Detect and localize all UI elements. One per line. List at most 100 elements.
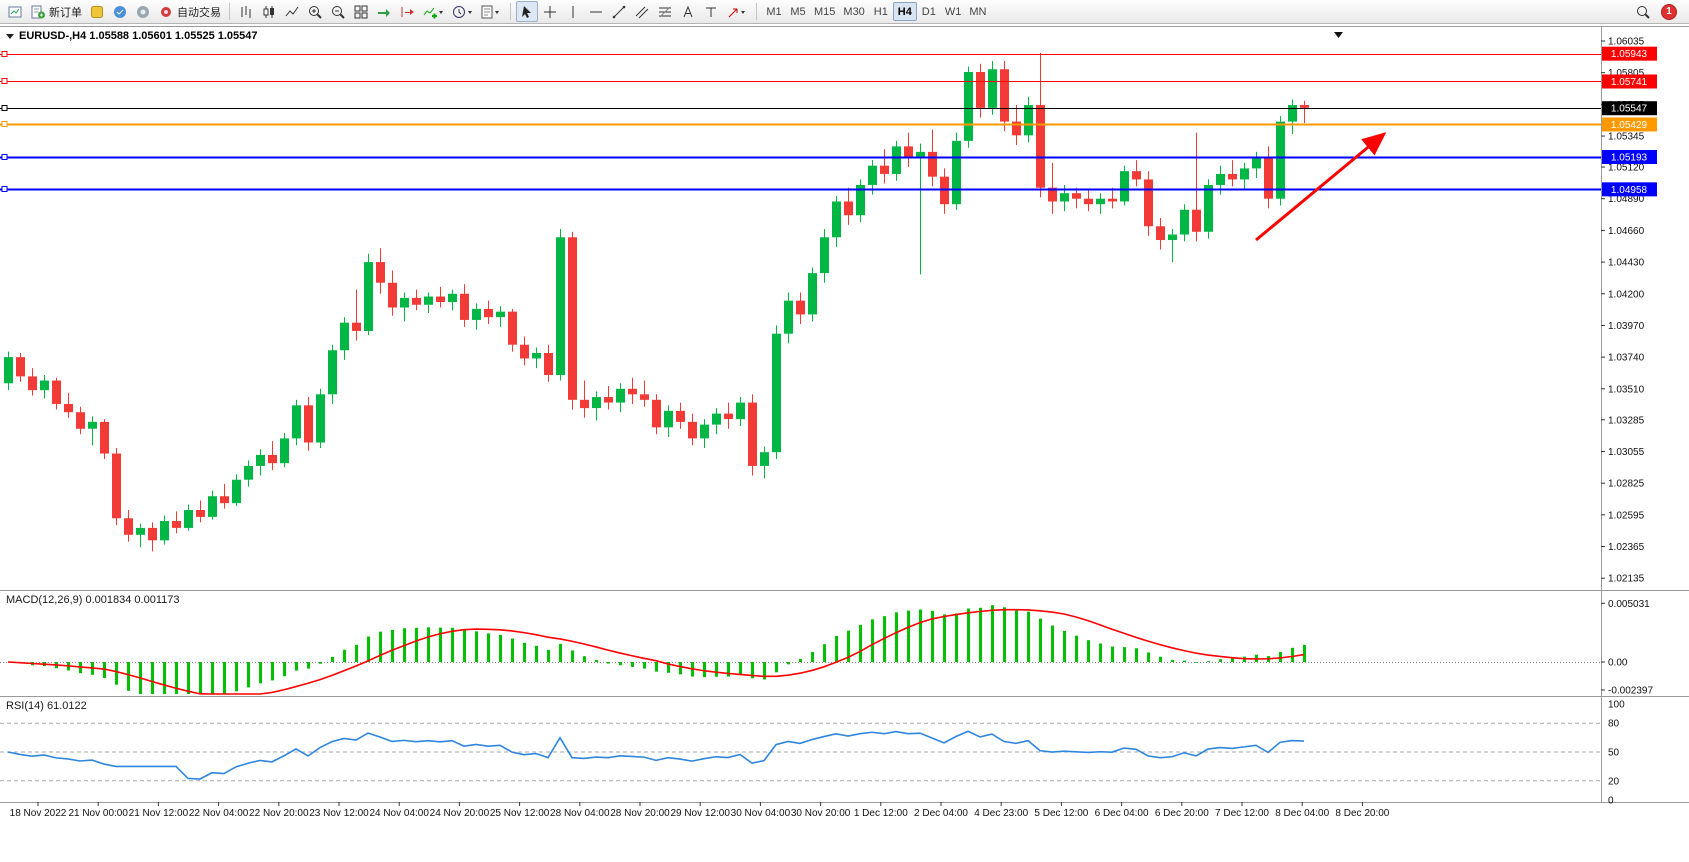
svg-text:8 Dec 20:00: 8 Dec 20:00 [1335, 808, 1389, 819]
templates-dropdown-button[interactable] [477, 1, 505, 22]
rsi-label: RSI(14) 61.0122 [6, 700, 87, 712]
svg-text:22 Nov 04:00: 22 Nov 04:00 [189, 808, 249, 819]
svg-text:8 Dec 04:00: 8 Dec 04:00 [1275, 808, 1329, 819]
svg-text:1.04890: 1.04890 [1608, 194, 1645, 205]
panel-borders[interactable] [0, 26, 1689, 803]
price-levels[interactable] [0, 51, 1601, 192]
text-tool-button[interactable] [677, 1, 699, 22]
indicators-dropdown-button[interactable] [419, 1, 447, 22]
market-watch-button[interactable] [109, 1, 131, 22]
auto-scroll-button[interactable] [373, 1, 395, 22]
svg-text:1.05345: 1.05345 [1608, 132, 1645, 143]
macd-panel[interactable] [0, 605, 1601, 695]
timeframe-M15[interactable]: M15 [810, 2, 839, 21]
svg-text:1.04958: 1.04958 [1611, 185, 1648, 196]
toolbar-separator [756, 3, 757, 20]
svg-text:1.03285: 1.03285 [1608, 415, 1645, 426]
svg-text:6 Dec 20:00: 6 Dec 20:00 [1155, 808, 1209, 819]
main-toolbar: 新订单 自动交易 M1 M5 M15 M30 H1 H4 D1 W1 MN 1 [0, 0, 1689, 24]
line-chart-button[interactable] [281, 1, 303, 22]
price-level-labels: 1.05943 1.05741 1.05547 1.05429 1.05193 1.049… [1602, 46, 1657, 197]
svg-text:1.02825: 1.02825 [1608, 479, 1645, 490]
horizontal-line-tool-button[interactable] [585, 1, 607, 22]
zoom-out-button[interactable] [327, 1, 349, 22]
timeframe-H4[interactable]: H4 [892, 2, 917, 22]
search-button[interactable] [1632, 1, 1654, 22]
svg-text:21 Nov 12:00: 21 Nov 12:00 [129, 808, 189, 819]
timeframe-MN[interactable]: MN [965, 2, 990, 21]
timeframe-M5[interactable]: M5 [786, 2, 810, 21]
macd-signal-line [7, 608, 1305, 695]
svg-text:0.00: 0.00 [1608, 658, 1628, 669]
notification-badge[interactable]: 1 [1661, 3, 1677, 20]
crosshair-tool-button[interactable] [539, 1, 561, 22]
text-label-tool-button[interactable] [700, 1, 722, 22]
tile-windows-button[interactable] [350, 1, 372, 22]
svg-text:1.05120: 1.05120 [1608, 163, 1645, 174]
bar-chart-button[interactable] [235, 1, 257, 22]
svg-text:100: 100 [1608, 700, 1625, 711]
rsi-line [7, 730, 1305, 780]
svg-text:1.05193: 1.05193 [1611, 152, 1648, 163]
vertical-line-tool-button[interactable] [562, 1, 584, 22]
svg-text:28 Nov 20:00: 28 Nov 20:00 [610, 808, 670, 819]
candles-layer[interactable] [4, 52, 1309, 552]
periods-dropdown-button[interactable] [448, 1, 476, 22]
rsi-panel[interactable] [0, 722, 1601, 782]
svg-text:30 Nov 20:00: 30 Nov 20:00 [791, 808, 851, 819]
svg-text:2 Dec 04:00: 2 Dec 04:00 [914, 808, 968, 819]
svg-text:1.05429: 1.05429 [1611, 120, 1648, 131]
timeframe-W1[interactable]: W1 [941, 2, 966, 21]
timeframe-M30[interactable]: M30 [839, 2, 868, 21]
svg-text:28 Nov 04:00: 28 Nov 04:00 [550, 808, 610, 819]
svg-text:18 Nov 2022: 18 Nov 2022 [10, 808, 67, 819]
svg-text:-0.002397: -0.002397 [1608, 685, 1653, 696]
svg-text:29 Nov 12:00: 29 Nov 12:00 [670, 808, 730, 819]
svg-text:1.03740: 1.03740 [1608, 353, 1645, 364]
svg-text:1.02595: 1.02595 [1608, 510, 1645, 521]
svg-text:80: 80 [1608, 719, 1620, 730]
price-chart[interactable]: 1.060351.058051.055751.053451.051201.048… [0, 24, 1689, 862]
trend-arrow-annotation[interactable] [1255, 132, 1387, 242]
svg-text:5 Dec 12:00: 5 Dec 12:00 [1034, 808, 1088, 819]
macd-axis: 0.005031 0.00 -0.002397 [1601, 599, 1653, 696]
new-chart-button[interactable] [4, 1, 26, 22]
fibonacci-tool-button[interactable] [654, 1, 676, 22]
metaeditor-button[interactable] [86, 1, 108, 22]
chart-menu-arrow[interactable] [1334, 32, 1343, 38]
symbol-ohlc-label: EURUSD-,H4 1.05588 1.05601 1.05525 1.055… [19, 30, 258, 42]
data-window-button[interactable] [132, 1, 154, 22]
symbol-dropdown-icon[interactable] [6, 33, 15, 40]
chart-shift-button[interactable] [396, 1, 418, 22]
macd-label: MACD(12,26,9) 0.001834 0.001173 [6, 594, 180, 606]
svg-text:0.005031: 0.005031 [1608, 599, 1650, 610]
new-order-button[interactable]: 新订单 [27, 1, 85, 22]
time-axis: 18 Nov 2022 21 Nov 00:00 21 Nov 12:00 22 No… [10, 802, 1390, 819]
svg-text:1.03510: 1.03510 [1608, 384, 1645, 395]
timeframe-H1[interactable]: H1 [869, 2, 893, 21]
timeframes-group: M1 M5 M15 M30 H1 H4 D1 W1 MN [762, 2, 990, 22]
svg-text:7 Dec 12:00: 7 Dec 12:00 [1215, 808, 1269, 819]
svg-text:1.02365: 1.02365 [1608, 542, 1645, 553]
price-axis: 1.060351.058051.055751.053451.051201.048… [1601, 37, 1645, 585]
chart-title: EURUSD-,H4 1.05588 1.05601 1.05525 1.055… [6, 30, 258, 42]
cursor-tool-button[interactable] [516, 1, 538, 22]
zoom-in-button[interactable] [304, 1, 326, 22]
svg-text:1 Dec 12:00: 1 Dec 12:00 [854, 808, 908, 819]
svg-text:23 Nov 12:00: 23 Nov 12:00 [309, 808, 369, 819]
svg-text:1.04430: 1.04430 [1608, 258, 1645, 269]
timeframe-M1[interactable]: M1 [762, 2, 786, 21]
timeframe-D1[interactable]: D1 [917, 2, 941, 21]
svg-text:1.03055: 1.03055 [1608, 447, 1645, 458]
svg-text:6 Dec 04:00: 6 Dec 04:00 [1095, 808, 1149, 819]
candlestick-chart-button[interactable] [258, 1, 280, 22]
svg-text:24 Nov 20:00: 24 Nov 20:00 [430, 808, 490, 819]
chart-window[interactable]: 1.060351.058051.055751.053451.051201.048… [0, 24, 1689, 862]
svg-text:25 Nov 12:00: 25 Nov 12:00 [490, 808, 550, 819]
svg-text:21 Nov 00:00: 21 Nov 00:00 [68, 808, 128, 819]
channel-tool-button[interactable] [631, 1, 653, 22]
autotrading-button[interactable]: 自动交易 [155, 1, 224, 22]
trendline-tool-button[interactable] [608, 1, 630, 22]
svg-text:1.05943: 1.05943 [1611, 49, 1648, 60]
shapes-dropdown-button[interactable] [723, 1, 751, 22]
